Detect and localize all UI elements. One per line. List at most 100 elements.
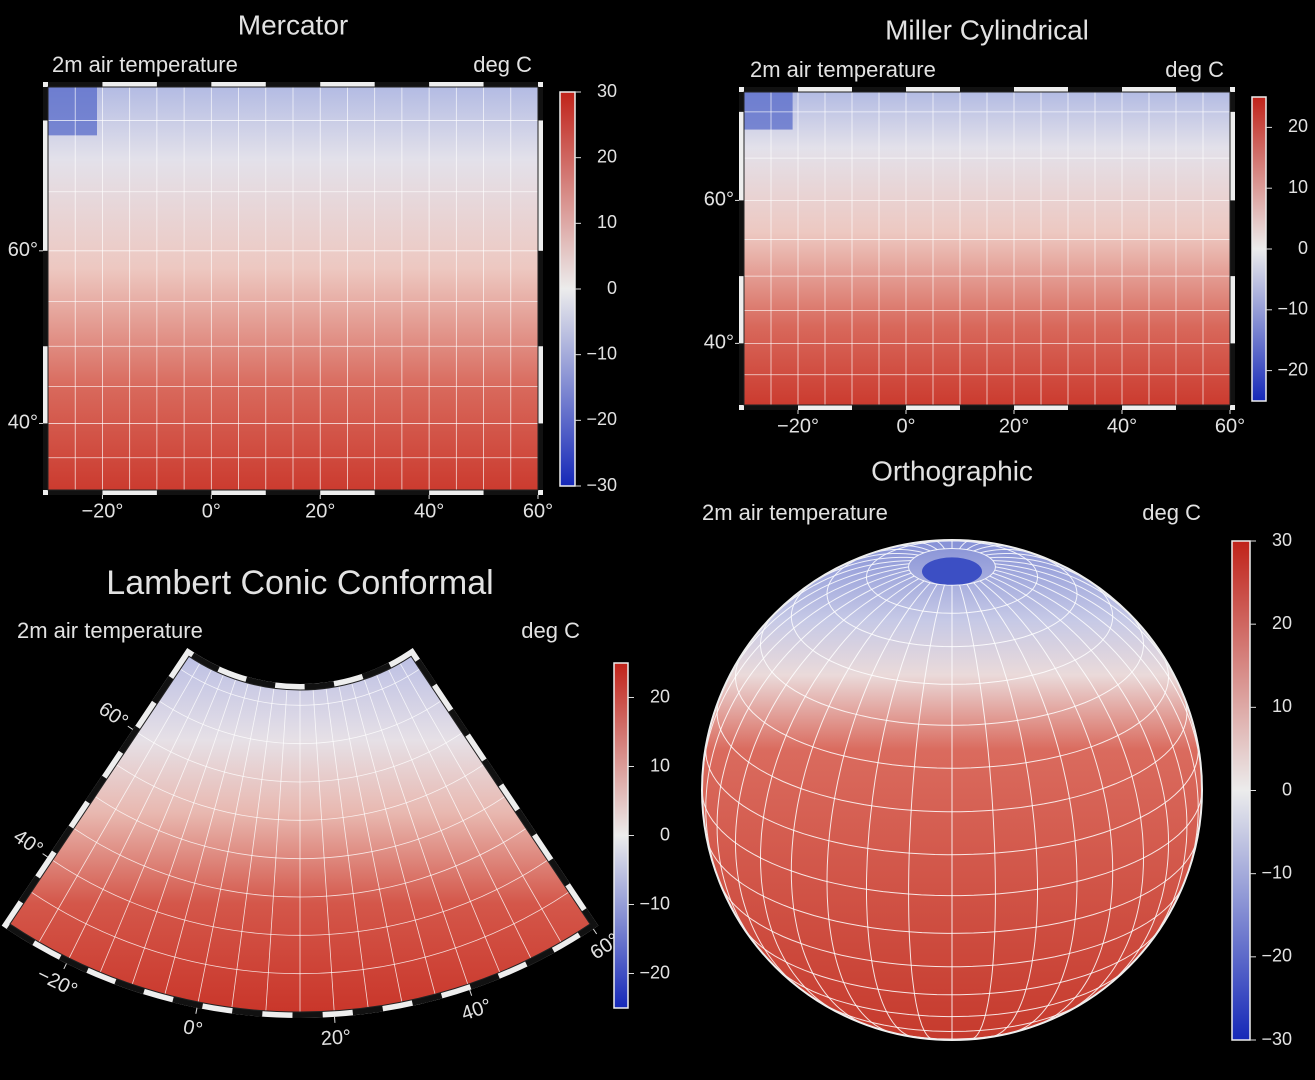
frame-segment [1230, 343, 1235, 405]
frame-segment [538, 250, 543, 347]
polar-cap [922, 557, 982, 586]
x-tick-label: 0° [181, 1016, 204, 1041]
graticule-line [989, 575, 1170, 991]
graticule-line [716, 698, 1188, 813]
graticule-line [985, 578, 1145, 1014]
colorbar-tick-label: 10 [597, 212, 617, 232]
graticule-line [992, 572, 1188, 953]
graticule-line [31, 891, 569, 975]
x-tick-label: 40° [414, 500, 444, 522]
graticule-line [52, 859, 548, 936]
map-frame [743, 91, 1231, 406]
x-tick-label: −20° [33, 963, 80, 1001]
graticule-line [759, 578, 919, 1014]
colorbar-tick-label: 10 [1288, 177, 1308, 197]
frame-segment [1230, 200, 1235, 277]
colorbar [1231, 540, 1251, 1041]
colorbar-tick-label: 20 [650, 686, 670, 706]
frame-segment [852, 405, 906, 410]
x-tick [63, 963, 67, 970]
x-tick-label: 40° [459, 995, 495, 1026]
graticule-line [702, 791, 1202, 897]
graticule [702, 540, 1202, 1040]
frame-segment [374, 82, 430, 87]
graticule-line [705, 743, 1199, 856]
frame-segment [960, 405, 1014, 410]
frame-segment [483, 82, 538, 87]
graticule-line [790, 579, 1114, 685]
frame-segment [483, 490, 538, 495]
frame-segment [48, 490, 103, 495]
frame-segment [744, 405, 798, 410]
graticule-line [790, 580, 925, 1026]
graticule-line [116, 764, 484, 821]
frame-segment [538, 87, 543, 121]
y-tick-label: 40° [9, 825, 46, 860]
colorbar [1251, 96, 1267, 402]
map-title: Mercator [238, 9, 348, 40]
frame-segment [156, 490, 212, 495]
frame-segment [1176, 405, 1230, 410]
graticule-line [779, 969, 1126, 1018]
globe-outline [701, 539, 1203, 1041]
graticule-line [866, 540, 1038, 614]
colorbar-tick-label: −10 [586, 343, 617, 363]
y-tick-label: 40° [8, 412, 38, 434]
graticule-line [158, 700, 442, 744]
frame-segment [852, 87, 906, 92]
graticule-line [820, 1001, 1086, 1033]
graticule-line [137, 732, 463, 783]
cold-patch [744, 92, 793, 130]
frame-segment [156, 82, 212, 87]
frame-segment [265, 490, 321, 495]
colorbar-tick-label: −20 [1261, 946, 1292, 966]
graticule-line [734, 654, 1170, 769]
graticule-line [720, 884, 1184, 968]
colorbar-tick-label: 0 [660, 824, 670, 844]
y-tick-label: 60° [95, 698, 132, 733]
y-tick [127, 725, 134, 730]
x-tick-label: 60° [1215, 415, 1245, 437]
x-tick-label: 60° [523, 500, 553, 522]
frame-segment [43, 423, 48, 490]
y-tick-label: 60° [8, 239, 38, 261]
map-subtitle: 2m air temperature [17, 618, 203, 643]
colorbar-tick-label: −10 [1277, 299, 1308, 319]
colorbar-tick-label: −30 [1261, 1029, 1292, 1049]
graticule-line [966, 583, 1038, 1038]
x-tick [195, 1007, 198, 1014]
map-frame [9, 655, 591, 1013]
frame-segment [739, 92, 744, 112]
colorbar-tick-label: −30 [586, 475, 617, 495]
frame-segment [48, 82, 103, 87]
colorbar-tick-label: −20 [639, 962, 670, 982]
cold-patch [48, 87, 97, 136]
graticule-line [706, 838, 1197, 934]
map-units: deg C [1165, 57, 1224, 82]
colorbar-tick-label: 30 [597, 81, 617, 101]
y-tick-label: 60° [704, 189, 734, 211]
colorbar-tick-label: −10 [1261, 862, 1292, 882]
x-tick [592, 928, 598, 935]
map-subtitle: 2m air temperature [750, 57, 936, 82]
x-tick-label: 20° [320, 1026, 352, 1050]
map-subtitle: 2m air temperature [702, 500, 888, 525]
graticule-line [716, 572, 912, 953]
x-tick-label: −20° [81, 500, 123, 522]
colorbar-tick-label: −20 [1277, 359, 1308, 379]
frame-segment [1230, 92, 1235, 112]
graticule-line [979, 580, 1114, 1026]
graticule-line [73, 828, 527, 898]
x-tick-label: 0° [896, 415, 915, 437]
graticule-line [826, 551, 1078, 648]
map-title: Orthographic [871, 455, 1033, 486]
map-units: deg C [521, 618, 580, 643]
graticule-line [723, 563, 910, 689]
colorbar-tick-label: −20 [586, 409, 617, 429]
colorbar-tick-label: 0 [1282, 779, 1292, 799]
frame-segment [1176, 87, 1230, 92]
colorbar-tick-label: 0 [1298, 238, 1308, 258]
frame-segment [538, 423, 543, 490]
